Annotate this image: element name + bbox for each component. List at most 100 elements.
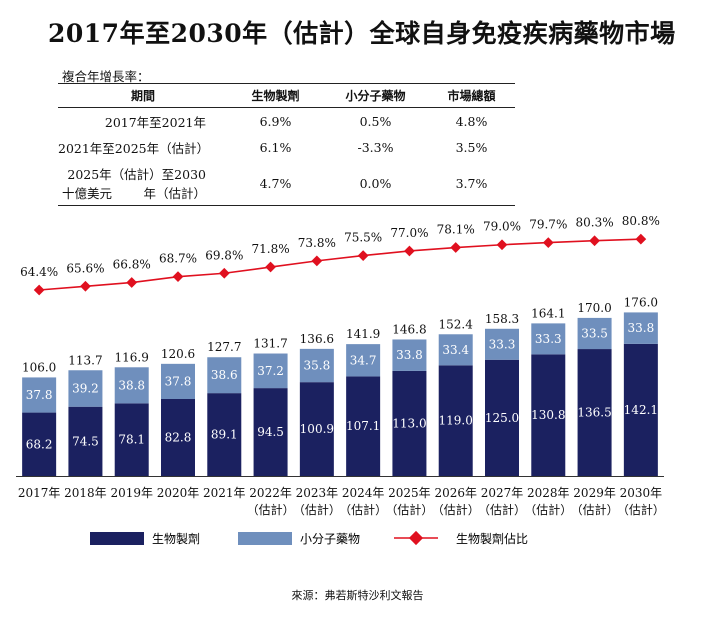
bar-small-molecule [346, 344, 381, 377]
data-label-biologics: 113.0 [392, 416, 426, 430]
data-label-total: 113.7 [68, 353, 102, 367]
share-point [218, 267, 230, 279]
cagr-period: 2017年至2021年 [104, 115, 206, 130]
share-point [311, 255, 323, 267]
data-label-biologics: 119.0 [439, 414, 473, 428]
share-label: 77.0% [390, 226, 428, 240]
x-tick-label: 2021年 [203, 486, 246, 500]
data-label-biologics: 89.1 [211, 428, 238, 442]
cagr-biologics: 6.1% [259, 140, 292, 155]
x-tick-label: （估計） [339, 502, 387, 517]
bar-small-molecule [161, 363, 195, 399]
cagr-total: 3.5% [455, 140, 488, 155]
data-label-total: 116.9 [115, 350, 149, 364]
share-point [172, 271, 184, 283]
cagr-row: 2025年（估計）至2030年（估計） 4.7% 0.0% 3.7% [58, 160, 515, 206]
bar-biologics [68, 406, 103, 476]
bar-biologics [299, 382, 334, 476]
bar-small-molecule [438, 334, 473, 366]
share-point [404, 245, 415, 257]
cagr-header-small-molecule: 小分子藥物 [323, 83, 428, 108]
x-tick-label: （估計） [571, 502, 619, 517]
data-label-biologics: 107.1 [346, 419, 380, 433]
bar-small-molecule [68, 370, 103, 407]
data-label-total: 141.9 [346, 327, 380, 341]
share-line [39, 238, 641, 291]
data-label-biologics: 82.8 [165, 430, 192, 444]
share-label: 80.8% [622, 214, 660, 228]
x-tick-label: 2029年 [573, 486, 616, 500]
legend-marker-share [408, 530, 424, 546]
cagr-header-period: 期間 [58, 83, 228, 108]
bar-biologics [392, 370, 427, 476]
bar-biologics [22, 412, 57, 476]
data-label-small-molecule: 33.8 [396, 348, 423, 362]
x-tick-label: 2027年 [481, 486, 524, 500]
x-axis-layer: 2017年 2018年 2019年 2020年 2021年 2022年（估計）2023年（… [16, 476, 665, 517]
x-tick-label: 2026年 [434, 486, 477, 500]
data-label-biologics: 130.8 [531, 408, 565, 422]
cagr-header-biologics: 生物製劑 [228, 83, 323, 108]
data-label-biologics: 78.1 [118, 433, 145, 447]
data-label-small-molecule: 37.8 [26, 388, 53, 402]
x-tick-label: 2019年 [110, 486, 153, 500]
data-label-total: 146.8 [392, 322, 426, 336]
x-tick-label: （估計） [385, 502, 433, 517]
cagr-biologics: 4.7% [228, 160, 323, 206]
bar-small-molecule [485, 328, 519, 360]
data-label-total: 152.4 [439, 317, 474, 331]
share-point [542, 237, 554, 248]
share-label: 79.0% [483, 220, 521, 234]
cagr-header-row: 期間 生物製劑 小分子藥物 市場總額 [58, 83, 515, 108]
bar-biologics [346, 376, 381, 476]
unit-label: 十億美元 [62, 186, 113, 201]
data-label-small-molecule: 39.2 [72, 381, 99, 395]
bar-small-molecule [392, 339, 427, 371]
data-label-total: 176.0 [624, 295, 658, 309]
share-point [126, 277, 138, 288]
share-label: 75.5% [344, 231, 382, 245]
data-label-small-molecule: 37.8 [165, 374, 192, 388]
data-label-biologics: 100.9 [300, 422, 334, 436]
legend-label-biologics: 生物製劑 [152, 531, 200, 546]
cagr-small-molecule: -3.3% [357, 140, 394, 155]
legend: 生物製劑 小分子藥物 生物製劑佔比 [90, 530, 528, 546]
x-tick-label: 2017年 [18, 486, 61, 500]
data-label-total: 158.3 [485, 312, 519, 326]
bar-biologics [161, 398, 195, 476]
chart-title: 2017年至2030年（估計）全球自身免疫疾病藥物市場 [48, 19, 676, 48]
bar-biologics [207, 393, 242, 476]
share-label: 71.8% [252, 242, 290, 256]
x-tick-label: 2024年 [342, 486, 385, 500]
source-note: 來源：弗若斯特沙利文報告 [291, 589, 424, 602]
data-label-small-molecule: 33.4 [442, 343, 469, 357]
share-label: 78.1% [437, 223, 475, 237]
x-tick-label: 2022年 [249, 486, 292, 500]
data-label-biologics: 125.0 [485, 411, 519, 425]
share-line-layer: 64.4% 65.6% 66.8% 68.7% 69.8% 71.8% 73.8% 75.5%… [20, 214, 660, 296]
data-label-total: 120.6 [161, 347, 195, 361]
share-label: 80.3% [576, 216, 614, 230]
data-label-total: 136.6 [300, 332, 334, 346]
share-label: 73.8% [298, 236, 336, 250]
share-point [635, 233, 647, 245]
cagr-small-molecule: 0.0% [323, 160, 428, 206]
share-point [80, 280, 91, 292]
bars-layer: 68.2 37.8 106.0 74.5 39.2 113.7 78.1 38.8 116.9 8… [22, 295, 658, 476]
legend-swatch-biologics [90, 532, 144, 545]
bar-small-molecule [22, 377, 57, 413]
x-tick-label: （估計） [293, 502, 341, 517]
data-label-small-molecule: 33.3 [535, 332, 562, 346]
cagr-header-total: 市場總額 [428, 83, 515, 108]
bar-small-molecule [623, 312, 658, 344]
x-tick-label: 2018年 [64, 486, 107, 500]
share-point [33, 284, 45, 296]
data-label-biologics: 136.5 [577, 406, 611, 420]
share-point [265, 261, 276, 273]
bar-biologics [485, 359, 519, 476]
legend-label-share: 生物製劑佔比 [456, 531, 528, 546]
cagr-period: 2025年（估計）至2030年（估計） [58, 160, 228, 206]
bar-biologics [531, 354, 566, 476]
share-label: 64.4% [20, 265, 58, 279]
